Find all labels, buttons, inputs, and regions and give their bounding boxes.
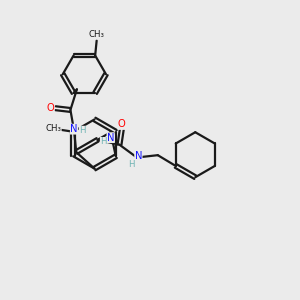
Text: O: O (118, 119, 126, 130)
Text: H: H (128, 160, 135, 169)
Text: H: H (79, 126, 86, 135)
Text: O: O (46, 103, 54, 113)
Text: CH₃: CH₃ (89, 30, 105, 39)
Text: N: N (70, 124, 78, 134)
Text: N: N (107, 133, 114, 142)
Text: N: N (135, 151, 142, 161)
Text: CH₃: CH₃ (45, 124, 61, 133)
Text: H: H (100, 137, 107, 146)
